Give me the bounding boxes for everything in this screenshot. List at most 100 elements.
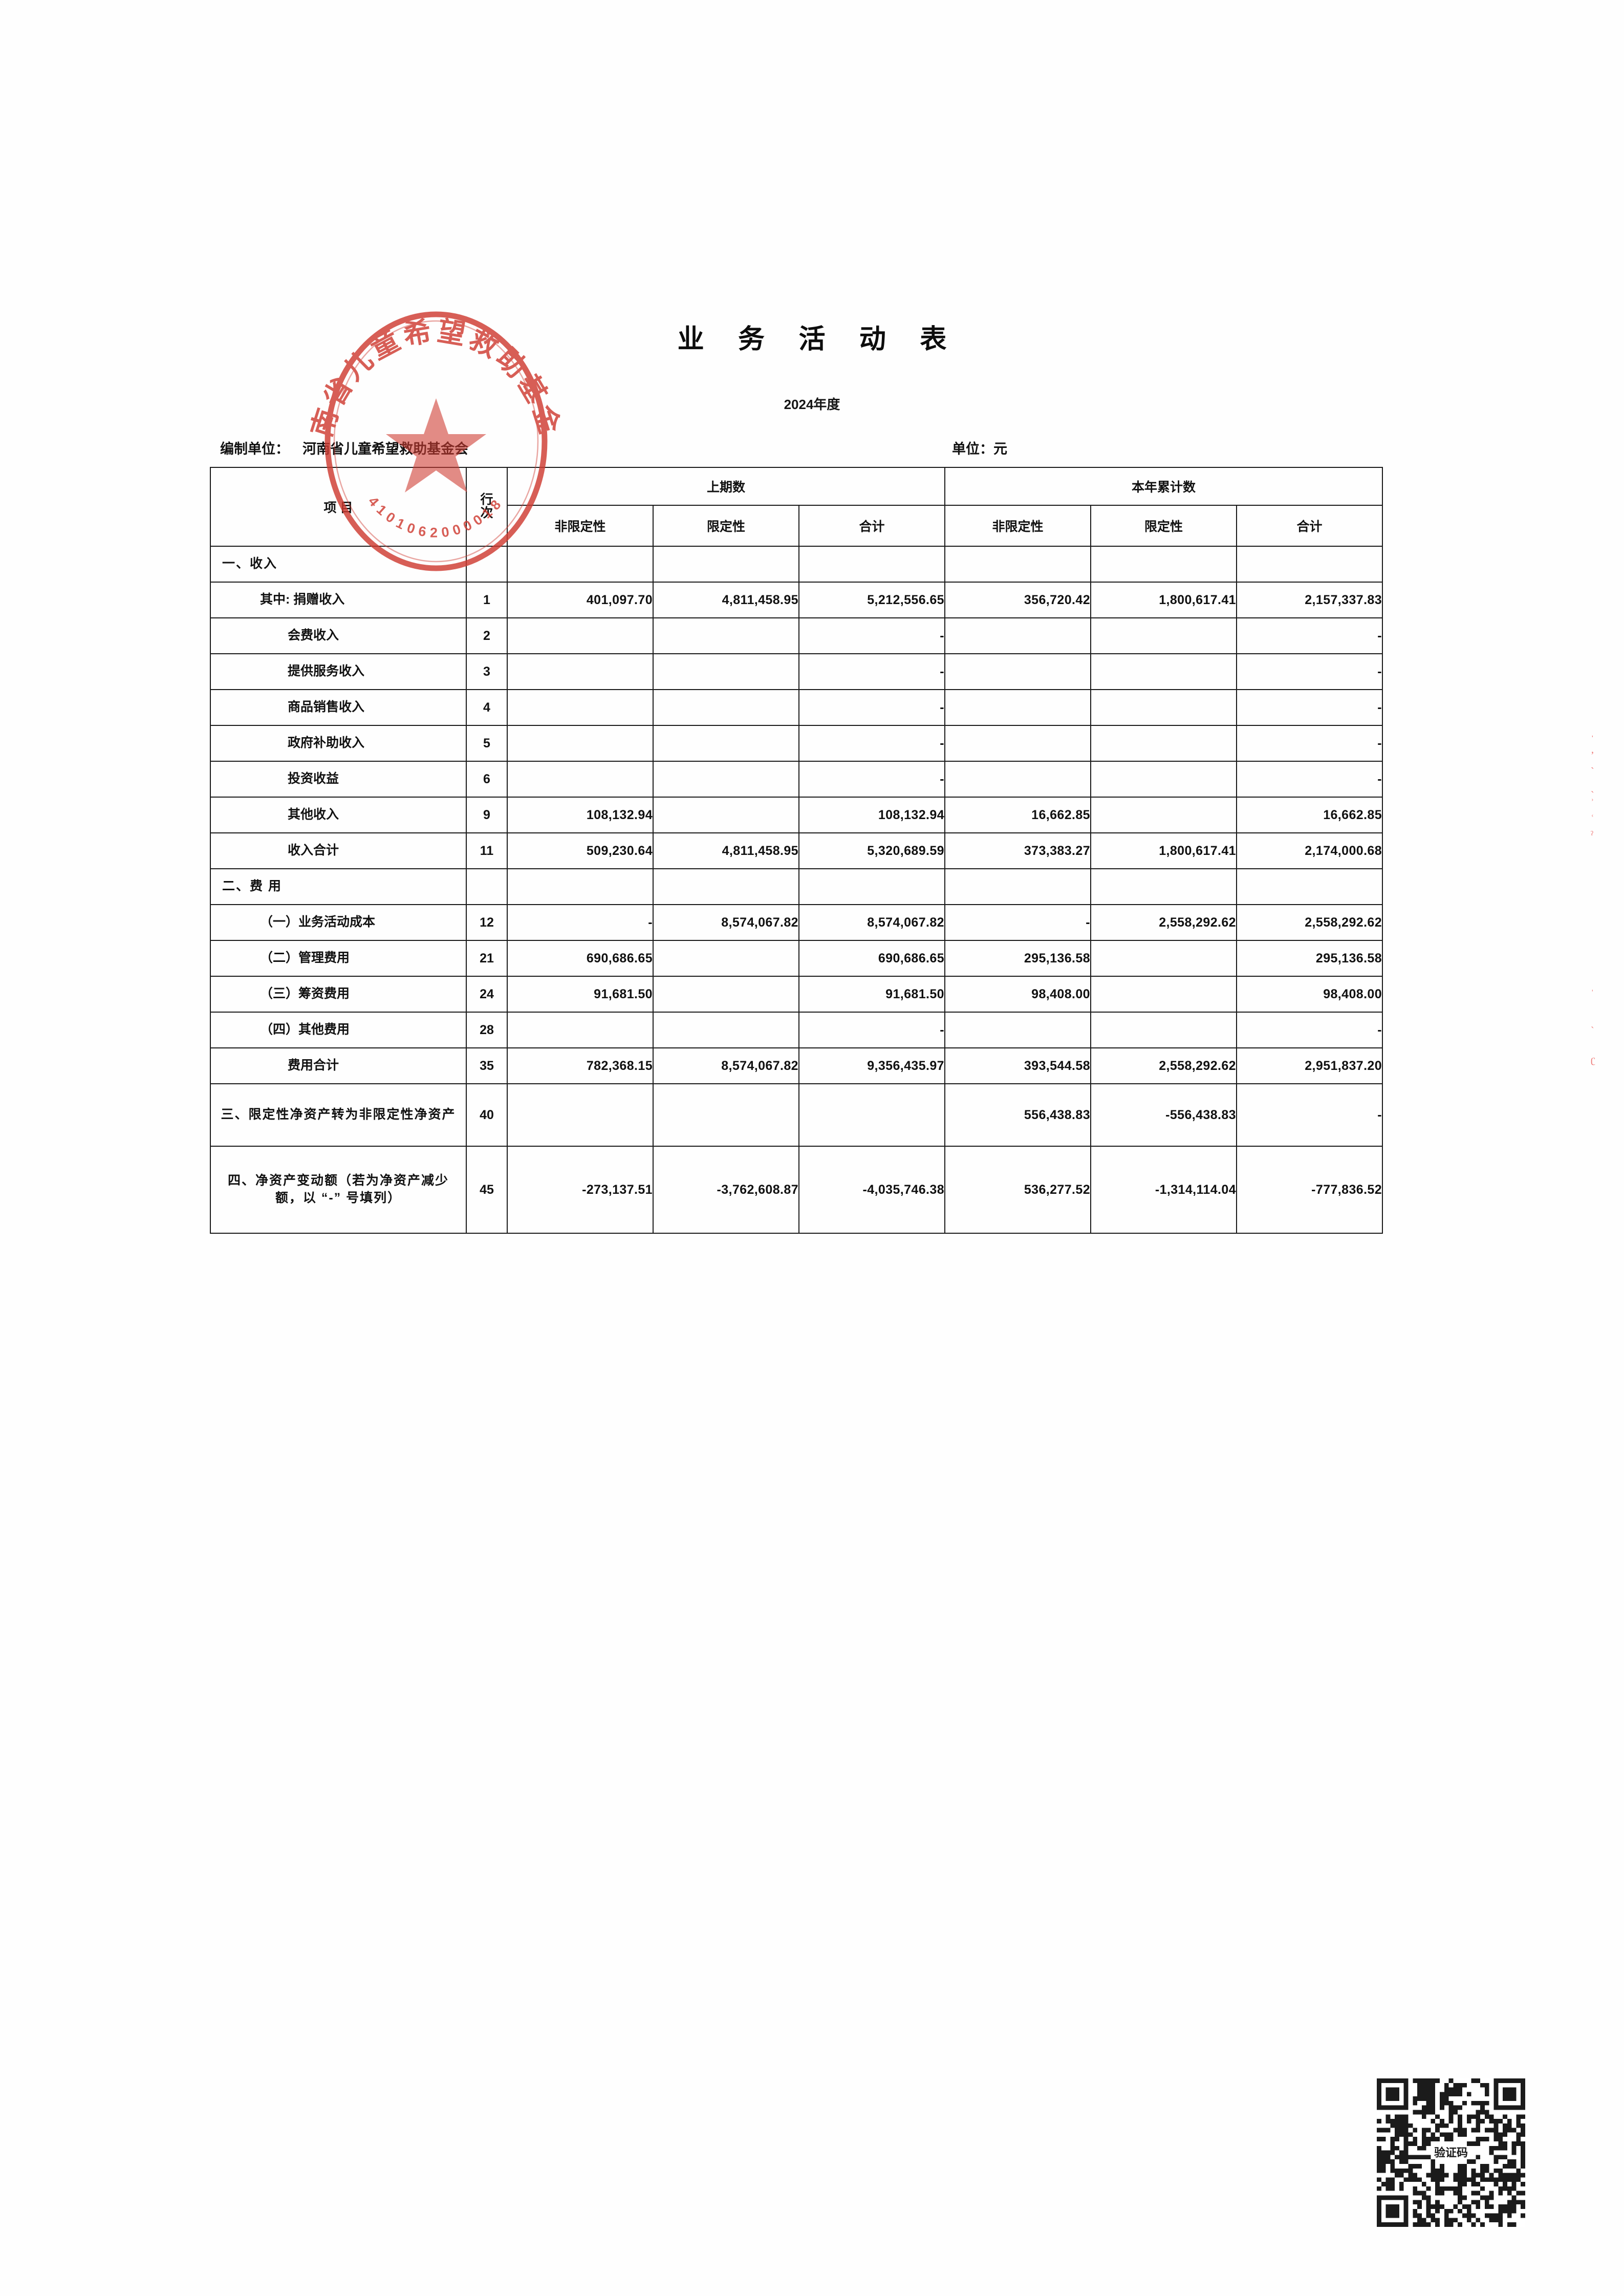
table-body: 一、收入 其中: 捐赠收入 1 401,097.70 4,811,458.95 5,212… [210,546,1383,1234]
cell-prior-unrestricted: -273,137.51 [507,1146,654,1234]
cell-current-unrestricted: 16,662.85 [944,797,1091,833]
cell-prior-unrestricted: - [507,904,654,941]
cell-current-total: 2,157,337.83 [1236,582,1383,618]
row-line-number: 21 [466,940,508,977]
row-label: （一）业务活动成本 [210,904,467,941]
qr-label: 验证码 [1432,2146,1470,2159]
page-title: 业 务 活 动 表 [677,325,960,354]
cell-current-unrestricted: 295,136.58 [944,940,1091,977]
cell-current-restricted [1090,1012,1237,1048]
th-current-restricted: 限定性 [1090,505,1237,547]
row-label: （二）管理费用 [210,940,467,977]
page-subtitle: 2024年度 [784,397,840,412]
cell-current-unrestricted: - [944,904,1091,941]
cell-prior-total: 5,212,556.65 [798,582,945,618]
row-line-number [466,546,508,583]
preparer-name: 河南省儿童希望救助基金会 [302,441,468,457]
cell-prior-unrestricted [507,689,654,726]
cell-prior-total: 8,574,067.82 [798,904,945,941]
cell-prior-unrestricted [507,868,654,905]
row-label: （三）筹资费用 [210,976,467,1013]
cell-prior-restricted [653,761,799,798]
cell-current-unrestricted: 393,544.58 [944,1047,1091,1084]
cell-current-restricted [1090,546,1237,583]
table-row: 会费收入 2 - - [210,617,1383,654]
preparer-block: 编制单位： 河南省儿童希望救助基金会 [220,438,468,458]
cell-prior-restricted [653,868,799,905]
th-prior-period: 上期数 [507,467,945,506]
cell-prior-unrestricted [507,617,654,654]
row-label: 一、收入 [210,546,467,583]
cell-prior-total: 5,320,689.59 [798,832,945,869]
cell-prior-unrestricted: 108,132.94 [507,797,654,833]
cell-current-unrestricted: 556,438.83 [944,1083,1091,1147]
table-row: 三、限定性净资产转为非限定性净资产 40 556,438.83 -556,438.83… [210,1083,1383,1147]
cell-current-restricted [1090,689,1237,726]
header-row-subcolumns: 非限定性 限定性 合计 非限定性 限定性 合计 [210,505,1383,547]
cell-current-restricted: 1,800,617.41 [1090,582,1237,618]
th-item: 项 目 [210,467,467,547]
th-prior-unrestricted: 非限定性 [507,505,654,547]
cell-current-total: - [1236,653,1383,690]
row-label: 政府补助收入 [210,725,467,762]
cell-current-unrestricted: 373,383.27 [944,832,1091,869]
cell-prior-unrestricted: 782,368.15 [507,1047,654,1084]
cell-prior-restricted [653,653,799,690]
table-row: 收入合计 11 509,230.64 4,811,458.95 5,320,689.59… [210,832,1383,869]
cell-prior-total: 108,132.94 [798,797,945,833]
cell-prior-unrestricted [507,1012,654,1048]
row-label: 二、费 用 [210,868,467,905]
cell-prior-unrestricted: 690,686.65 [507,940,654,977]
row-line-number: 28 [466,1012,508,1048]
cell-current-total: 2,951,837.20 [1236,1047,1383,1084]
header-row-groups: 项 目 行次 上期数 本年累计数 [210,467,1383,547]
cell-current-total: 98,408.00 [1236,976,1383,1013]
row-label: 三、限定性净资产转为非限定性净资产 [210,1083,467,1147]
th-prior-restricted: 限定性 [653,505,799,547]
cell-current-unrestricted [944,653,1091,690]
table-row: 四、净资产变动额（若为净资产减少额，以 “-” 号填列） 45 -273,137.5… [210,1146,1383,1234]
cell-current-restricted [1090,725,1237,762]
cell-current-total: 16,662.85 [1236,797,1383,833]
cell-prior-total: 690,686.65 [798,940,945,977]
cell-prior-unrestricted [507,1083,654,1147]
cell-prior-total: 9,356,435.97 [798,1047,945,1084]
cell-current-restricted [1090,976,1237,1013]
row-label: （四）其他费用 [210,1012,467,1048]
cell-prior-unrestricted [507,653,654,690]
row-label: 收入合计 [210,832,467,869]
cell-current-total: 295,136.58 [1236,940,1383,977]
verification-qr-code[interactable]: 验证码 [1377,2078,1525,2227]
cell-current-restricted [1090,797,1237,833]
row-label: 四、净资产变动额（若为净资产减少额，以 “-” 号填列） [210,1146,467,1234]
row-label: 商品销售收入 [210,689,467,726]
cell-current-restricted: -556,438.83 [1090,1083,1237,1147]
table-row: 一、收入 [210,546,1383,583]
cell-prior-restricted [653,689,799,726]
table-row: 二、费 用 [210,868,1383,905]
cell-prior-total: -4,035,746.38 [798,1146,945,1234]
cell-current-unrestricted [944,1012,1091,1048]
cell-current-unrestricted: 98,408.00 [944,976,1091,1013]
cell-current-total: - [1236,617,1383,654]
cell-prior-unrestricted [507,546,654,583]
row-line-number [466,868,508,905]
cell-current-total [1236,868,1383,905]
cell-prior-restricted: 4,811,458.95 [653,832,799,869]
cell-current-restricted [1090,761,1237,798]
row-line-number: 24 [466,976,508,1013]
row-line-number: 35 [466,1047,508,1084]
cell-prior-total: 91,681.50 [798,976,945,1013]
meta-row: 编制单位： 河南省儿童希望救助基金会 单位：元 [220,438,1383,458]
cell-prior-total: - [798,1012,945,1048]
cell-current-restricted: 2,558,292.62 [1090,904,1237,941]
row-line-number: 5 [466,725,508,762]
row-label: 提供服务收入 [210,653,467,690]
cell-current-unrestricted [944,868,1091,905]
cell-current-total: - [1236,1083,1383,1147]
preparer-label: 编制单位： [220,441,289,457]
cell-prior-restricted: -3,762,608.87 [653,1146,799,1234]
cell-prior-unrestricted [507,761,654,798]
